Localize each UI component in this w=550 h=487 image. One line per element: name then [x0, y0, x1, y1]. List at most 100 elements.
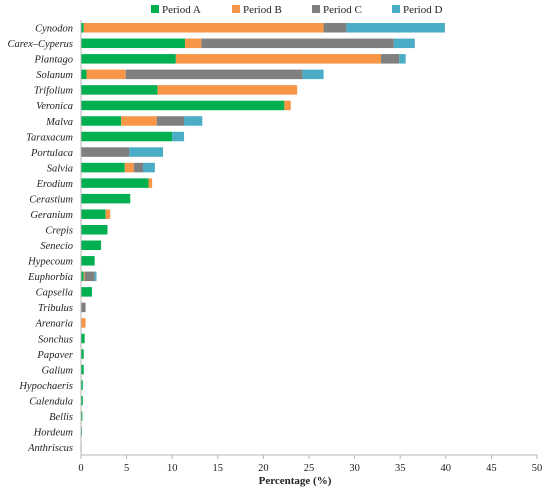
bar-1-17: [81, 271, 84, 282]
x-tick-label: 50: [532, 463, 543, 474]
bar-3-9: [81, 147, 130, 157]
category-label: Anthriscus: [27, 443, 73, 454]
bar-1-2: [81, 38, 185, 49]
category-label: Arenaria: [34, 319, 73, 330]
bar-2-1: [83, 23, 324, 33]
bar-3-1: [323, 23, 347, 33]
bar-2-2: [184, 38, 202, 49]
category-label: Plantago: [34, 55, 74, 66]
bar-2-11: [148, 178, 153, 188]
category-label: Papaver: [36, 350, 73, 361]
bar-4-3: [399, 54, 406, 64]
bar-3-19: [81, 302, 86, 313]
x-tick-label: 40: [441, 463, 452, 474]
bar-1-5: [81, 85, 158, 95]
category-label: Solanum: [36, 70, 73, 81]
bar-1-10: [81, 162, 125, 173]
bar-4-9: [129, 147, 164, 157]
bar-4-7: [184, 116, 203, 126]
bars-group: [81, 23, 445, 452]
category-label: Tribulus: [38, 303, 73, 314]
category-label: Portulaca: [30, 148, 73, 159]
bar-2-20: [81, 318, 86, 328]
legend-label-2: Period B: [243, 4, 282, 16]
bar-2-5: [157, 85, 298, 95]
x-axis-ticks: 0 5 10 15 20 25 30 35 40 45 50: [78, 455, 542, 474]
bar-2-7: [121, 116, 157, 126]
bar-3-10: [133, 162, 144, 173]
bar-3-17: [84, 271, 95, 282]
bar-1-14: [81, 224, 108, 235]
legend-swatch-4: [392, 5, 400, 13]
bar-4-10: [143, 162, 155, 173]
bar-2-6: [284, 100, 291, 111]
bar-1-15: [81, 240, 102, 251]
bar-1-4: [81, 69, 87, 80]
category-label: Senecio: [40, 241, 73, 252]
bar-1-12: [81, 193, 131, 204]
category-label: Cerastium: [29, 194, 73, 205]
bar-4-17: [94, 271, 97, 282]
bar-1-25: [81, 395, 83, 406]
x-tick-label: 25: [304, 463, 315, 474]
category-label: Hypochaeris: [18, 381, 73, 392]
bar-2-13: [105, 209, 111, 219]
bar-1-3: [81, 54, 176, 64]
x-tick-label: 45: [486, 463, 497, 474]
category-label: Galium: [42, 365, 74, 376]
legend-label-1: Period A: [162, 4, 201, 16]
category-labels: Cynodon Carex–Cyperus Plantago Solanum Trifo…: [7, 24, 73, 454]
category-label: Sonchus: [38, 334, 73, 345]
category-label: Veronica: [36, 101, 73, 112]
bar-4-2: [393, 38, 415, 49]
category-label: Euphorbia: [27, 272, 73, 283]
category-label: Malva: [45, 117, 73, 128]
category-label: Calendula: [29, 396, 73, 407]
bar-1-16: [81, 256, 95, 266]
bar-2-17: [83, 271, 85, 282]
category-label: Salvia: [47, 163, 73, 174]
bar-1-1: [81, 23, 84, 33]
bar-1-26: [81, 411, 83, 421]
legend-swatch-1: [151, 5, 159, 13]
category-label: Cynodon: [35, 24, 73, 35]
bar-1-13: [81, 209, 106, 219]
bar-3-3: [381, 54, 400, 64]
x-tick-label: 20: [258, 463, 269, 474]
bar-1-18: [81, 287, 92, 297]
bar-1-22: [81, 349, 84, 359]
bar-2-10: [124, 162, 134, 173]
category-label: Hordeum: [33, 427, 74, 438]
category-label: Trifolium: [34, 86, 74, 97]
category-label: Erodium: [36, 179, 74, 190]
bar-2-3: [175, 54, 382, 64]
x-axis-title: Percentage (%): [259, 475, 332, 487]
category-label: Geranium: [30, 210, 73, 221]
bar-4-8: [172, 131, 185, 142]
x-tick-label: 0: [78, 463, 83, 474]
x-tick-label: 10: [167, 463, 178, 474]
category-label: Hypecoum: [27, 257, 73, 268]
bar-1-23: [81, 364, 84, 375]
bar-2-4: [86, 69, 126, 80]
legend-swatch-3: [312, 5, 320, 13]
bar-4-1: [346, 23, 445, 33]
bar-1-7: [81, 116, 122, 126]
x-tick-label: 15: [213, 463, 224, 474]
bar-1-21: [81, 333, 85, 344]
bar-1-11: [81, 178, 149, 188]
x-tick-label: 30: [349, 463, 360, 474]
category-label: Taraxacum: [26, 132, 73, 143]
bar-4-4: [302, 69, 324, 80]
category-label: Crepis: [45, 226, 73, 237]
legend-label-3: Period C: [323, 4, 362, 16]
category-label: Capsella: [36, 288, 73, 299]
bar-1-6: [81, 100, 285, 111]
category-label: Carex–Cyperus: [7, 39, 73, 50]
x-tick-label: 5: [124, 463, 129, 474]
bar-1-24: [81, 380, 83, 390]
bar-3-4: [125, 69, 303, 80]
bar-1-8: [81, 131, 173, 142]
legend-swatch-2: [232, 5, 240, 13]
bar-3-7: [156, 116, 185, 126]
